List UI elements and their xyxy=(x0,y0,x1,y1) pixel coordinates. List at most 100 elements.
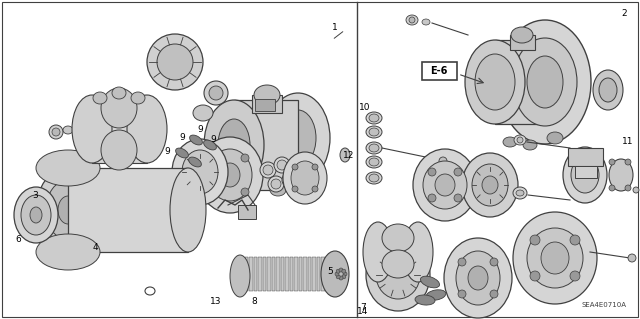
Ellipse shape xyxy=(343,272,347,276)
Ellipse shape xyxy=(72,95,112,163)
Ellipse shape xyxy=(52,128,60,136)
Bar xyxy=(267,257,271,291)
Ellipse shape xyxy=(609,159,615,165)
Ellipse shape xyxy=(570,235,580,245)
Ellipse shape xyxy=(157,44,193,80)
Ellipse shape xyxy=(369,158,379,166)
Bar xyxy=(285,257,289,291)
Ellipse shape xyxy=(420,276,440,288)
Ellipse shape xyxy=(527,228,583,288)
Text: SEA4E0710A: SEA4E0710A xyxy=(581,302,626,308)
Ellipse shape xyxy=(266,93,330,183)
Ellipse shape xyxy=(454,194,462,202)
Ellipse shape xyxy=(112,87,126,99)
Ellipse shape xyxy=(609,159,633,191)
Ellipse shape xyxy=(366,172,382,184)
Ellipse shape xyxy=(363,222,393,282)
Text: 12: 12 xyxy=(343,151,355,160)
Ellipse shape xyxy=(458,258,466,266)
Ellipse shape xyxy=(147,34,203,90)
Ellipse shape xyxy=(336,275,340,279)
Ellipse shape xyxy=(403,222,433,282)
Ellipse shape xyxy=(342,269,346,273)
Ellipse shape xyxy=(36,168,100,252)
Text: E-6: E-6 xyxy=(430,66,448,76)
Ellipse shape xyxy=(490,258,498,266)
Ellipse shape xyxy=(175,148,188,158)
Ellipse shape xyxy=(209,86,223,100)
Ellipse shape xyxy=(563,147,607,203)
Ellipse shape xyxy=(513,38,577,126)
Text: 3: 3 xyxy=(32,190,38,199)
Ellipse shape xyxy=(277,160,287,170)
Ellipse shape xyxy=(336,269,340,273)
Ellipse shape xyxy=(503,137,517,147)
Ellipse shape xyxy=(514,135,526,145)
Bar xyxy=(258,257,262,291)
Ellipse shape xyxy=(182,150,218,194)
Ellipse shape xyxy=(599,78,617,102)
Ellipse shape xyxy=(475,54,515,110)
Ellipse shape xyxy=(499,20,591,144)
Bar xyxy=(255,99,275,111)
Ellipse shape xyxy=(36,150,100,186)
Ellipse shape xyxy=(342,275,346,279)
Text: 7: 7 xyxy=(360,302,366,311)
Ellipse shape xyxy=(530,235,540,245)
Ellipse shape xyxy=(93,92,107,104)
Ellipse shape xyxy=(268,176,284,192)
Ellipse shape xyxy=(292,186,298,192)
Bar xyxy=(575,166,597,178)
Ellipse shape xyxy=(468,266,488,290)
Ellipse shape xyxy=(145,287,155,295)
Ellipse shape xyxy=(292,164,298,170)
Ellipse shape xyxy=(593,70,623,110)
Ellipse shape xyxy=(366,126,382,138)
Ellipse shape xyxy=(241,154,249,162)
Ellipse shape xyxy=(465,40,525,124)
Ellipse shape xyxy=(285,175,295,185)
Ellipse shape xyxy=(339,276,343,280)
Text: 9: 9 xyxy=(210,136,216,145)
Ellipse shape xyxy=(428,168,436,176)
Bar xyxy=(495,40,545,124)
Ellipse shape xyxy=(335,272,339,276)
Bar xyxy=(234,100,298,190)
Bar xyxy=(298,257,302,291)
Ellipse shape xyxy=(204,140,216,150)
Ellipse shape xyxy=(101,130,137,170)
Ellipse shape xyxy=(369,114,379,122)
Ellipse shape xyxy=(527,56,563,108)
Bar xyxy=(307,257,311,291)
Text: 2: 2 xyxy=(621,10,627,19)
Ellipse shape xyxy=(382,224,414,252)
Text: 4: 4 xyxy=(92,243,98,253)
Ellipse shape xyxy=(426,290,446,300)
Text: 8: 8 xyxy=(251,298,257,307)
Ellipse shape xyxy=(58,196,78,224)
Ellipse shape xyxy=(312,186,318,192)
Ellipse shape xyxy=(415,295,435,305)
Ellipse shape xyxy=(240,184,256,196)
Ellipse shape xyxy=(511,27,533,43)
Ellipse shape xyxy=(513,187,527,199)
Ellipse shape xyxy=(63,126,73,134)
Bar xyxy=(244,257,248,291)
Text: 10: 10 xyxy=(359,103,371,113)
Ellipse shape xyxy=(462,153,518,217)
Ellipse shape xyxy=(131,92,145,104)
Text: 6: 6 xyxy=(15,235,21,244)
Ellipse shape xyxy=(513,212,597,304)
Ellipse shape xyxy=(444,238,512,318)
Bar xyxy=(303,257,307,291)
Ellipse shape xyxy=(189,157,202,167)
Ellipse shape xyxy=(260,162,276,178)
Ellipse shape xyxy=(339,268,343,272)
Text: 13: 13 xyxy=(211,298,221,307)
Ellipse shape xyxy=(366,239,430,311)
Bar xyxy=(359,100,507,245)
Ellipse shape xyxy=(254,85,280,105)
Ellipse shape xyxy=(14,187,58,243)
Text: 9: 9 xyxy=(164,147,170,157)
Ellipse shape xyxy=(633,187,639,193)
